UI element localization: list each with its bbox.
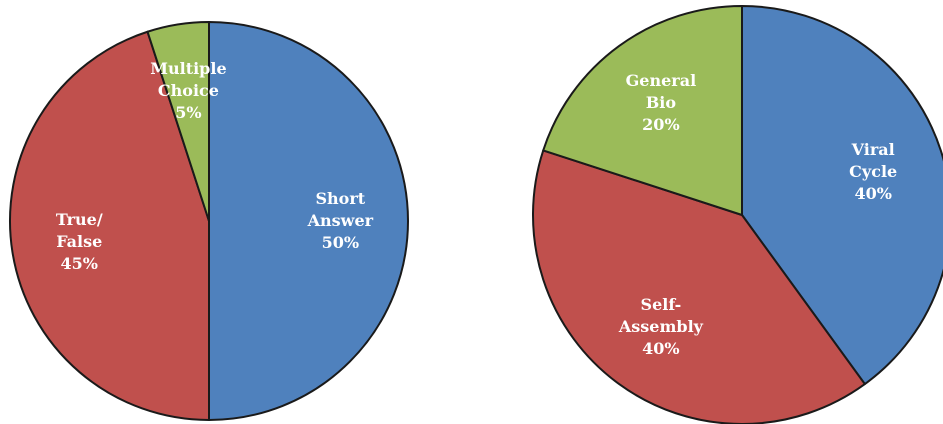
pie-slice [146, 21, 210, 222]
value-label: 45% [60, 253, 98, 273]
pie-slice [542, 5, 743, 216]
category-label: Self- Assembly [618, 294, 703, 336]
category-label: Multiple Choice [150, 59, 227, 101]
category-label: True/ False [55, 209, 103, 251]
slice-label: Viral Cycle 40% [849, 139, 897, 205]
category-label: Viral Cycle [849, 140, 898, 182]
slice-label: General Bio 20% [626, 70, 697, 136]
value-label: 20% [642, 115, 680, 135]
pie-slice [9, 30, 210, 421]
slice-label: Short Answer 50% [308, 188, 373, 254]
value-label: 40% [854, 184, 892, 204]
category-label: Short Answer [307, 189, 374, 230]
pie-slice [208, 21, 409, 421]
category-label: General Bio [625, 71, 697, 113]
slice-label: Self- Assembly 40% [619, 294, 703, 360]
slice-label: Multiple Choice 5% [150, 58, 226, 124]
value-label: 40% [642, 338, 680, 358]
value-label: 5% [175, 103, 202, 123]
pie-slice [741, 5, 943, 386]
pie-slice [532, 149, 866, 424]
slice-label: True/ False 45% [56, 209, 103, 275]
value-label: 50% [321, 233, 360, 252]
